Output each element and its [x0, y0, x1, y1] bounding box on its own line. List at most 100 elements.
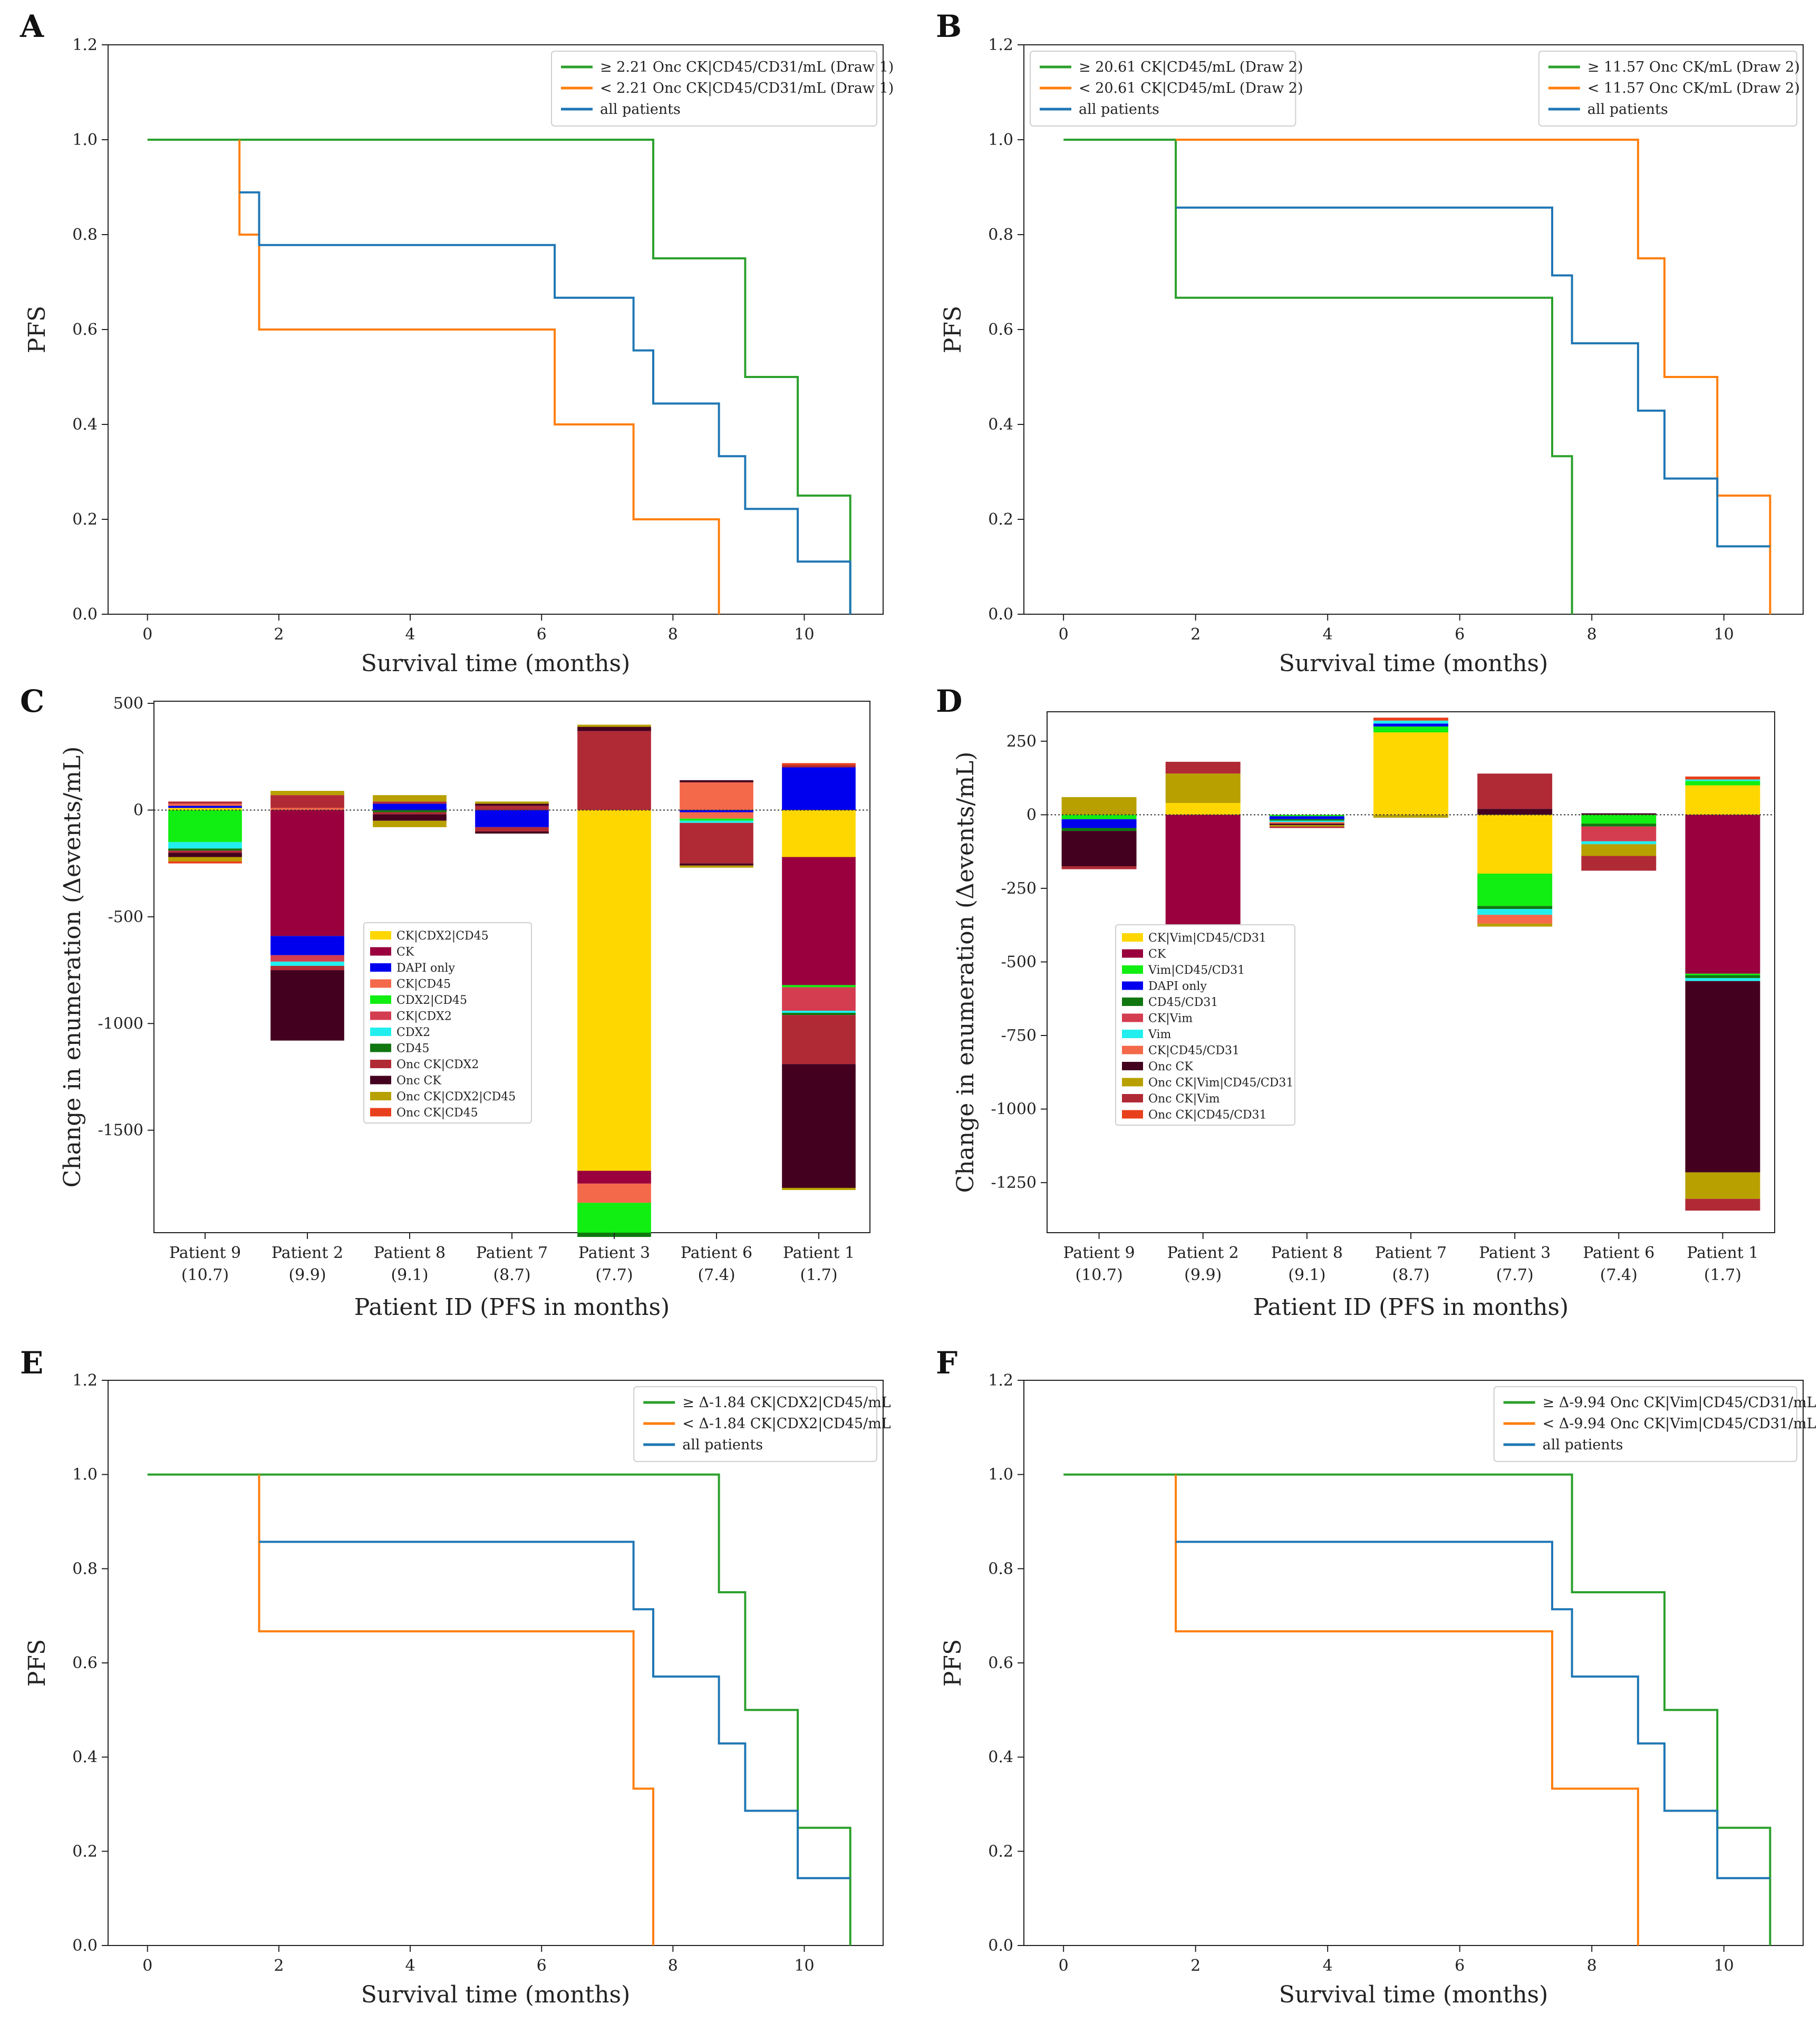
- x-tick-label: Patient 2: [272, 1244, 343, 1262]
- legend-swatch: [1122, 1046, 1143, 1054]
- legend: CK|CDX2|CD45 CK DAPI only CK|CD45 CDX2|CD45 C…: [363, 922, 532, 1124]
- bar-segment: [270, 808, 344, 810]
- y-tick-label: -1000: [991, 1100, 1037, 1119]
- legend: ≥ 20.61 CK|CD45/mL (Draw 2) < 20.61 CK|CD…: [1030, 51, 1303, 127]
- legend-label: < Δ-1.84 CK|CDX2|CD45/mL: [682, 1416, 891, 1432]
- bar-segment: [168, 842, 242, 849]
- bar-segment: [270, 970, 344, 1041]
- bar-segment: [1269, 815, 1344, 817]
- legend-label: CDX2: [396, 1026, 430, 1039]
- x-tick-label: Patient 3: [578, 1244, 650, 1262]
- bar-segment: [577, 1170, 651, 1184]
- y-tick-label: 1.0: [988, 1466, 1013, 1484]
- y-tick-label: 0.8: [72, 226, 98, 244]
- x-tick-label: Patient 9: [1063, 1244, 1135, 1262]
- bar-segment: [680, 810, 753, 812]
- legend-label: ≥ 11.57 Onc CK/mL (Draw 2): [1587, 59, 1800, 75]
- bar-segment: [168, 808, 242, 810]
- x-tick-label: 0: [1059, 625, 1069, 644]
- bar-segment: [1269, 825, 1344, 827]
- bar-segment: [1477, 906, 1553, 909]
- x-tick-label: 6: [537, 625, 547, 644]
- bar-segment: [1061, 828, 1137, 831]
- legend-label: Vim|CD45/CD31: [1148, 964, 1245, 977]
- bar-segment: [577, 1203, 651, 1233]
- bar-segment: [782, 763, 856, 766]
- survival-curve-2: [258, 1474, 654, 1945]
- x-tick-label: 10: [1714, 625, 1734, 644]
- x-tick-label: 0: [142, 1957, 152, 1975]
- bar-segment: [782, 985, 856, 988]
- bar-segment: [373, 795, 447, 802]
- legend-frame: [633, 1386, 877, 1462]
- legend: CK|Vim|CD45/CD31 CK Vim|CD45/CD31 DAPI only…: [1115, 924, 1295, 1126]
- legend-label: < 2.21 Onc CK|CD45/CD31/mL (Draw 1): [600, 80, 894, 96]
- y-tick-label: 0: [1027, 806, 1037, 824]
- x-tick-label: 2: [1190, 1957, 1201, 1975]
- bar-segment: [782, 857, 856, 985]
- bar-segment: [270, 965, 344, 971]
- survival-curve-2: [1175, 1474, 1639, 1945]
- x-tick-label: 10: [794, 625, 814, 644]
- y-tick-label: 0.8: [988, 226, 1013, 244]
- survival-curve-3: [1176, 1541, 1770, 1880]
- y-tick-label: 0.0: [988, 605, 1013, 624]
- bar-segment: [1477, 874, 1553, 906]
- bar-segment: [1165, 803, 1241, 815]
- bar-segment: [1165, 773, 1241, 804]
- x-tick-label: 6: [1455, 625, 1465, 644]
- x-axis-label: Survival time (months): [1279, 1981, 1548, 2008]
- y-tick-label: 0.4: [72, 1748, 98, 1767]
- y-tick-label: -500: [108, 908, 143, 926]
- legend-label: all patients: [1079, 101, 1159, 118]
- x-axis-label: Patient ID (PFS in months): [1253, 1294, 1569, 1321]
- x-tick-sublabel: (9.9): [288, 1266, 326, 1284]
- legend-label: ≥ 20.61 CK|CD45/mL (Draw 2): [1079, 59, 1303, 75]
- survival-curve-3: [239, 191, 851, 614]
- bar-segment: [1269, 816, 1344, 819]
- bar-segment: [1685, 776, 1760, 780]
- bar-segment: [270, 936, 344, 955]
- bar-segment: [1165, 815, 1241, 933]
- legend-swatch: [370, 1108, 391, 1117]
- x-tick-label: 10: [794, 1957, 814, 1975]
- legend-swatch: [370, 963, 391, 972]
- y-tick-label: -500: [1001, 953, 1037, 971]
- bar-segment: [782, 767, 856, 810]
- legend: ≥ 11.57 Onc CK/mL (Draw 2) < 11.57 Onc CK…: [1538, 51, 1800, 127]
- x-tick-label: Patient 6: [681, 1244, 752, 1262]
- legend-frame: [363, 922, 532, 1124]
- bar-segment: [270, 961, 344, 966]
- x-tick-label: Patient 1: [1687, 1244, 1758, 1262]
- legend-frame: [551, 51, 877, 127]
- y-tick-label: 0.8: [72, 1560, 98, 1578]
- bar-segment: [680, 782, 753, 810]
- y-tick-label: 0.4: [988, 415, 1013, 434]
- legend-label: CDX2|CD45: [396, 994, 467, 1007]
- x-tick-label: 8: [1587, 625, 1597, 644]
- x-tick-label: 10: [1714, 1957, 1734, 1975]
- legend-frame: [1030, 51, 1296, 127]
- x-tick-label: 4: [1323, 625, 1333, 644]
- legend-label: < Δ-9.94 Onc CK|Vim|CD45/CD31/mL: [1543, 1416, 1816, 1432]
- y-tick-label: 0.6: [72, 1654, 98, 1672]
- bar-segment: [168, 801, 242, 804]
- x-tick-label: 8: [1587, 1957, 1597, 1975]
- x-tick-sublabel: (9.9): [1184, 1266, 1222, 1284]
- bar-segment: [475, 801, 549, 804]
- legend-swatch: [1122, 1078, 1143, 1087]
- survival-curve-1: [147, 1473, 851, 1945]
- bar-segment: [475, 810, 549, 827]
- x-tick-label: 4: [405, 1957, 415, 1975]
- legend-swatch: [1122, 1094, 1143, 1102]
- bar-segment: [782, 1013, 856, 1015]
- x-tick-label: 8: [668, 625, 678, 644]
- bar-segment: [475, 827, 549, 831]
- bar-segment: [1373, 732, 1448, 815]
- bar-segment: [1685, 781, 1760, 786]
- x-tick-sublabel: (7.7): [1496, 1266, 1534, 1284]
- x-axis-label: Survival time (months): [1279, 650, 1548, 677]
- x-tick-label: Patient 2: [1167, 1244, 1239, 1262]
- panel-letter: C: [20, 683, 44, 719]
- panel-letter: D: [936, 683, 962, 719]
